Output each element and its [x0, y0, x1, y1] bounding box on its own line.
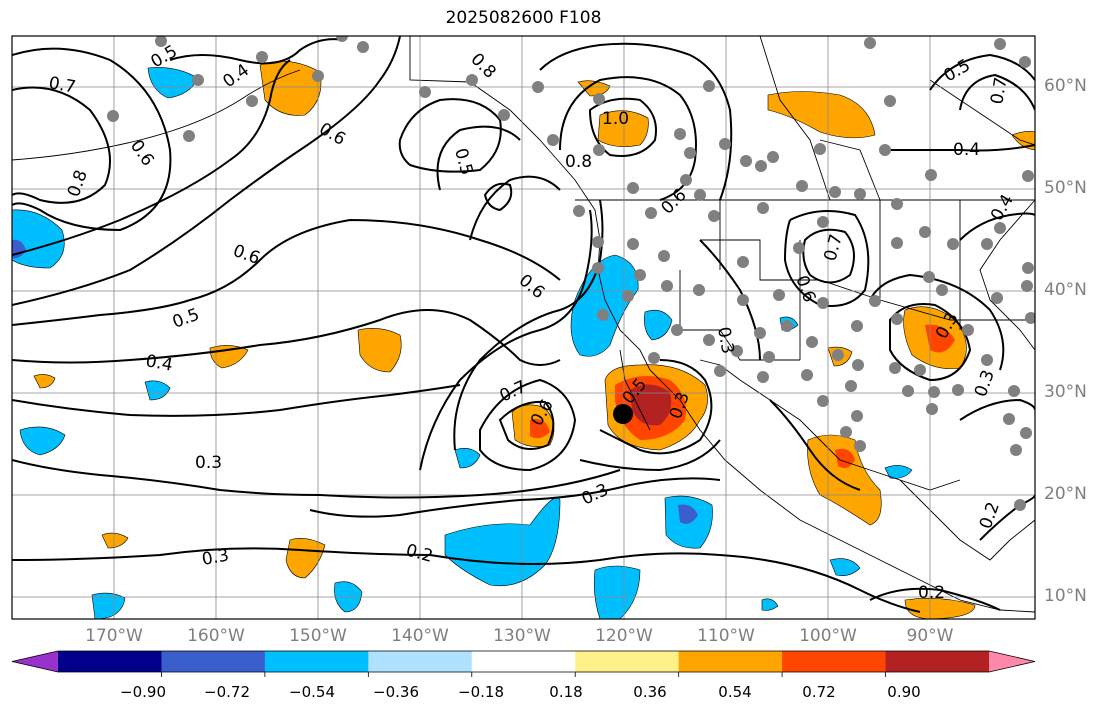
lon-label: 160°W — [187, 626, 245, 646]
positive-area — [530, 418, 550, 439]
map-title: 2025082600 F108 — [445, 8, 602, 28]
contour-label: 0.3 — [579, 480, 612, 510]
colorbar-extend-low — [12, 651, 58, 672]
lon-label: 90°W — [906, 626, 954, 646]
contour-label: 0.3 — [200, 546, 230, 570]
colorbar-bin — [368, 651, 473, 672]
contour-label: 0.2 — [404, 541, 435, 567]
gridlines — [12, 36, 1035, 619]
colorbar-tick-label: 0.90 — [887, 683, 921, 701]
contour-label: 0.6 — [657, 185, 690, 218]
colorbar-tick-label: −0.90 — [120, 683, 166, 701]
contour-label: 0.6 — [515, 271, 549, 304]
positive-area — [357, 328, 402, 373]
contour-label: 0.2 — [918, 583, 945, 603]
positive-area — [101, 532, 129, 549]
colorbar-tick-label: 0.72 — [802, 683, 836, 701]
contour-label: 0.7 — [47, 73, 77, 97]
colorbar-bin — [264, 651, 369, 672]
lat-label: 30°N — [1044, 382, 1087, 402]
contour-lines — [12, 36, 1035, 613]
positive-area — [807, 434, 882, 526]
map-frame — [11, 35, 1036, 620]
positive-area — [925, 324, 955, 353]
lon-label: 140°W — [391, 626, 449, 646]
contour-label: 0.7 — [821, 232, 847, 263]
negative-area — [144, 380, 171, 401]
colorbar-tick-label: −0.18 — [458, 683, 504, 701]
lat-label: 20°N — [1044, 484, 1087, 504]
contour-label: 0.2 — [976, 499, 1004, 531]
positive-area — [597, 110, 649, 147]
negative-area — [454, 448, 481, 469]
contour-label: 0.7 — [497, 377, 530, 407]
contour-label: 0.4 — [144, 351, 174, 375]
contour-label: 0.3 — [195, 453, 222, 473]
colorbar-tick-label: −0.36 — [373, 683, 419, 701]
contour-label: 0.6 — [316, 119, 349, 150]
lon-label: 150°W — [289, 626, 347, 646]
colorbar-outline — [11, 650, 1036, 673]
contour-label: 0.8 — [64, 167, 92, 199]
positive-area — [904, 598, 976, 619]
contour-label: 0.6 — [126, 136, 158, 170]
positive-area — [630, 384, 672, 426]
contour-label: 1.0 — [602, 109, 629, 129]
lat-label: 10°N — [1044, 586, 1087, 606]
lat-label: 50°N — [1044, 178, 1087, 198]
contour-label: 0.6 — [230, 241, 262, 269]
colorbar-tick-label: 0.54 — [718, 683, 752, 701]
colorbar-tick-label: −0.54 — [289, 683, 335, 701]
contour-label: 0.5 — [450, 146, 476, 177]
negative-area — [644, 309, 673, 341]
lon-label: 130°W — [493, 626, 551, 646]
contour-label: 0.7 — [987, 76, 1011, 106]
station-markers — [107, 36, 1035, 511]
colorbar-bin — [161, 651, 266, 672]
lat-label: 40°N — [1044, 280, 1087, 300]
colorbar-tick-label: 0.18 — [549, 683, 583, 701]
positive-area — [285, 538, 326, 579]
contour-label: 0.5 — [170, 305, 202, 333]
contour-label: 0.4 — [953, 140, 980, 160]
negative-area — [570, 254, 639, 357]
colorbar-tick-label: 0.36 — [633, 683, 667, 701]
lon-label: 110°W — [697, 626, 755, 646]
positive-area — [33, 374, 56, 389]
analysis-point-marker — [613, 404, 633, 424]
contour-label: 0.8 — [565, 152, 592, 172]
positive-area — [767, 91, 876, 139]
positive-area — [259, 61, 322, 116]
shading-layer — [12, 61, 1035, 619]
negative-area — [593, 565, 641, 619]
negative-area — [444, 497, 561, 587]
colorbar-bin — [575, 651, 680, 672]
lon-label: 100°W — [799, 626, 857, 646]
contour-label: 0.3 — [971, 367, 999, 399]
colorbar-bin — [471, 651, 576, 672]
negative-area — [19, 426, 66, 456]
negative-area — [761, 598, 779, 611]
colorbar-bin — [782, 651, 887, 672]
negative-area — [678, 504, 698, 524]
negative-area — [829, 558, 861, 576]
contour-label: 0.3 — [713, 325, 737, 355]
lon-label: 170°W — [85, 626, 143, 646]
colorbar — [11, 650, 1036, 677]
negative-area — [12, 209, 65, 269]
colorbar-extend-high — [989, 651, 1035, 672]
colorbar-bin — [678, 651, 783, 672]
lat-label: 60°N — [1044, 76, 1087, 96]
negative-area — [147, 67, 199, 99]
negative-area — [91, 592, 126, 619]
colorbar-tick-label: −0.72 — [204, 683, 250, 701]
lon-label: 120°W — [595, 626, 653, 646]
colorbar-bin — [58, 651, 162, 672]
colorbar-bin — [885, 651, 990, 672]
